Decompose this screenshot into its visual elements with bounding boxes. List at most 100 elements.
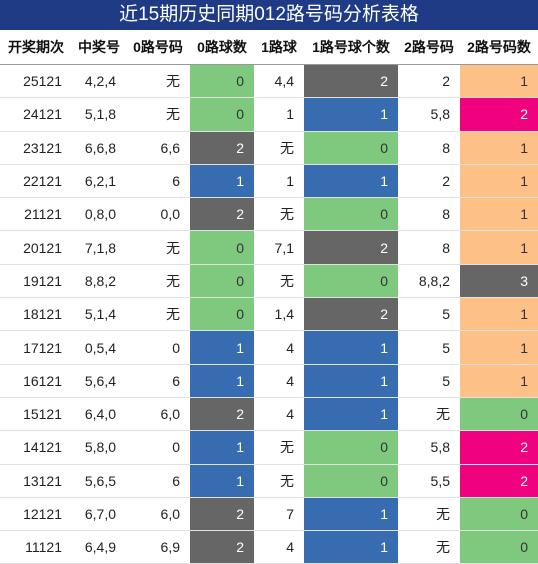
title: 近15期历史同期012路号码分析表格 [0, 0, 538, 30]
table-cell: 4,4 [254, 64, 304, 99]
table-cell: 1 [460, 64, 538, 99]
table-cell: 8 [398, 197, 460, 232]
table-cell: 无 [254, 264, 304, 299]
table-cell: 5,6,4 [72, 364, 126, 398]
table-cell: 0 [304, 464, 398, 498]
table-cell: 12121 [0, 497, 72, 532]
table-cell: 0,0 [126, 197, 190, 232]
table-row: 20121 7,1,8 无 0 7,1 2 8 1 [0, 230, 538, 265]
table-cell: 8 [398, 230, 460, 265]
table-cell: 4,2,4 [72, 64, 126, 99]
table-cell: 18121 [0, 297, 72, 332]
table-cell: 7,1 [254, 230, 304, 265]
table-cell: 无 [398, 530, 460, 564]
table-cell: 5,8,0 [72, 430, 126, 465]
table-cell: 11121 [0, 530, 72, 564]
table-cell: 无 [254, 464, 304, 498]
table-cell: 0 [304, 264, 398, 299]
table-row: 24121 5,1,8 无 0 1 1 5,8 2 [0, 97, 538, 132]
table-cell: 17121 [0, 330, 72, 365]
table-cell: 1 [460, 330, 538, 365]
table-cell: 5,8 [398, 430, 460, 465]
table-cell: 5,8 [398, 97, 460, 132]
table-cell: 无 [398, 497, 460, 532]
table-cell: 8,8,2 [398, 264, 460, 299]
table-cell: 1 [190, 164, 254, 199]
table-cell: 6,0 [126, 397, 190, 432]
table-row: 23121 6,6,8 6,6 2 无 0 8 1 [0, 131, 538, 165]
table-cell: 2 [304, 64, 398, 99]
table-cell: 25121 [0, 64, 72, 99]
table-cell: 1 [304, 364, 398, 398]
table-cell: 0 [190, 64, 254, 99]
table-cell: 1 [190, 430, 254, 465]
table-row: 12121 6,7,0 6,0 2 7 1 无 0 [0, 497, 538, 532]
table-cell: 1 [190, 330, 254, 365]
table-cell: 1 [460, 131, 538, 165]
table-cell: 1 [460, 230, 538, 265]
table-cell: 6,2,1 [72, 164, 126, 199]
table-cell: 无 [126, 297, 190, 332]
table-cell: 无 [126, 264, 190, 299]
table-cell: 6,4,9 [72, 530, 126, 564]
table-cell: 2 [190, 131, 254, 165]
table-cell: 22121 [0, 164, 72, 199]
table-cell: 5,5 [398, 464, 460, 498]
table-cell: 4 [254, 530, 304, 564]
table-cell: 2 [190, 197, 254, 232]
table-row: 25121 4,2,4 无 0 4,4 2 2 1 [0, 64, 538, 99]
table-cell: 0,8,0 [72, 197, 126, 232]
table-cell: 6,0 [126, 497, 190, 532]
table-cell: 6,9 [126, 530, 190, 564]
table-cell: 0 [190, 297, 254, 332]
table-cell: 23121 [0, 131, 72, 165]
table-row: 16121 5,6,4 6 1 4 1 5 1 [0, 364, 538, 398]
table-cell: 4 [254, 397, 304, 432]
table-cell: 2 [190, 497, 254, 532]
table-cell: 无 [398, 397, 460, 432]
table-cell: 1 [190, 364, 254, 398]
table-cell: 5 [398, 297, 460, 332]
table-row: 19121 8,8,2 无 0 无 0 8,8,2 3 [0, 264, 538, 299]
table-cell: 1 [304, 164, 398, 199]
table-cell: 无 [254, 197, 304, 232]
table-cell: 4 [254, 364, 304, 398]
table-cell: 无 [126, 97, 190, 132]
table-cell: 1 [460, 364, 538, 398]
table-cell: 19121 [0, 264, 72, 299]
table-cell: 无 [254, 131, 304, 165]
column-header: 中奖号 [72, 30, 126, 65]
table-cell: 5,1,4 [72, 297, 126, 332]
table-cell: 1 [304, 330, 398, 365]
column-header: 1路号球个数 [304, 30, 398, 65]
table-cell: 1 [304, 497, 398, 532]
table-cell: 2 [460, 464, 538, 498]
table-cell: 3 [460, 264, 538, 299]
table-cell: 6 [126, 164, 190, 199]
table-cell: 1 [304, 397, 398, 432]
table-cell: 1 [460, 197, 538, 232]
table-row: 11121 6,4,9 6,9 2 4 1 无 0 [0, 530, 538, 564]
table-row: 15121 6,4,0 6,0 2 4 1 无 0 [0, 397, 538, 432]
table-cell: 16121 [0, 364, 72, 398]
table-cell: 21121 [0, 197, 72, 232]
table-cell: 6,7,0 [72, 497, 126, 532]
table-cell: 20121 [0, 230, 72, 265]
column-header: 开奖期次 [0, 30, 72, 65]
table-cell: 0 [126, 330, 190, 365]
table-cell: 1 [460, 297, 538, 332]
table-cell: 2 [398, 164, 460, 199]
table-body: 25121 4,2,4 无 0 4,4 2 2 1 24121 5,1,8 无 0 1 1 5,8 2 2312… [0, 64, 538, 564]
table-cell: 2 [460, 430, 538, 465]
table-row: 14121 5,8,0 0 1 无 0 5,8 2 [0, 430, 538, 465]
table-row: 21121 0,8,0 0,0 2 无 0 8 1 [0, 197, 538, 232]
table-cell: 14121 [0, 430, 72, 465]
table-cell: 13121 [0, 464, 72, 498]
table-cell: 1,4 [254, 297, 304, 332]
table-cell: 6,4,0 [72, 397, 126, 432]
table-cell: 无 [126, 64, 190, 99]
table-cell: 2 [304, 297, 398, 332]
table-cell: 5,1,8 [72, 97, 126, 132]
table-cell: 7 [254, 497, 304, 532]
